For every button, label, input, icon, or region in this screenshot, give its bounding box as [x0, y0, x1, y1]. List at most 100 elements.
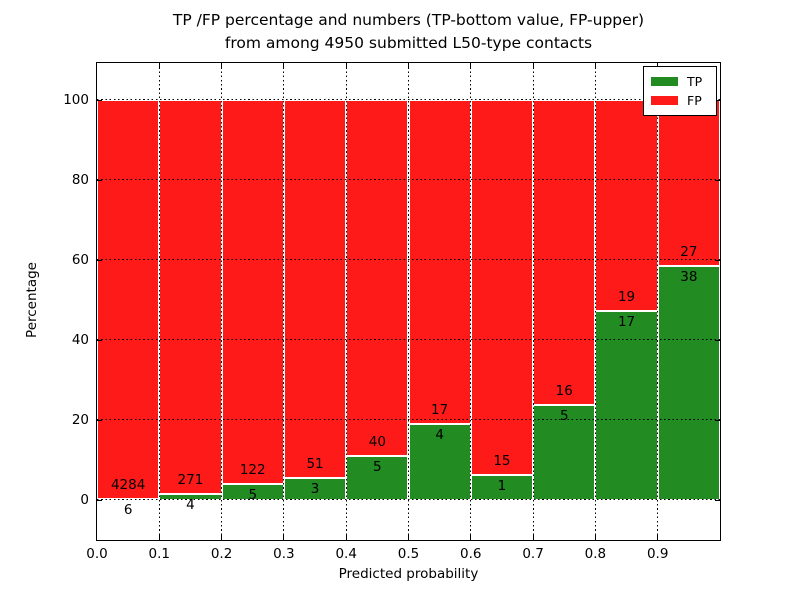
tp-count-label: 5: [248, 487, 258, 504]
fp-count-label: 27: [680, 244, 698, 261]
tp-count-label: 6: [123, 502, 133, 519]
x-tick-label: 0.9: [646, 546, 669, 562]
bar-group: [533, 63, 596, 540]
fp-bar-segment: [283, 100, 347, 478]
tp-count-label: 3: [310, 480, 320, 497]
tick-mark: [221, 63, 223, 68]
tick-mark: [97, 99, 102, 101]
tp-count-label: 4: [435, 426, 444, 443]
tick-mark: [97, 339, 102, 341]
tp-count-label: 5: [559, 407, 569, 424]
tp-count-label: 38: [680, 269, 698, 286]
fp-bar-segment: [408, 100, 471, 424]
legend: TP FP: [643, 66, 717, 116]
bar-group: [595, 63, 658, 540]
tick-mark: [715, 179, 720, 181]
tick-mark: [594, 535, 596, 540]
tp-bar-segment: [533, 404, 596, 500]
chart-title-line1: TP /FP percentage and numbers (TP-bottom…: [172, 11, 645, 29]
x-axis-label: Predicted probability: [338, 566, 479, 582]
vertical-gridline: [283, 63, 285, 540]
tick-mark: [345, 535, 347, 540]
vertical-gridline: [158, 63, 160, 540]
tick-mark: [408, 63, 409, 68]
tick-mark: [408, 535, 409, 540]
tp-bar-segment: [657, 266, 720, 500]
horizontal-gridline: [97, 99, 720, 100]
fp-bar-segment: [221, 100, 284, 485]
tick-mark: [470, 63, 472, 68]
tick-mark: [715, 99, 720, 101]
bar-group: [159, 63, 222, 540]
fp-bar-segment: [470, 100, 534, 475]
vertical-gridline: [594, 63, 596, 540]
count-labels-layer: 4284 6 271 4 122 5 51 3 40 5 17 4 15 1 16 5 19 17 27 38: [97, 63, 720, 540]
tp-count-label: 5: [373, 458, 382, 475]
tp-count-label: 1: [497, 478, 507, 494]
vertical-gridline: [532, 63, 534, 540]
fp-count-label: 122: [239, 462, 266, 479]
tick-mark: [158, 535, 160, 540]
y-tick-label: 40: [71, 332, 89, 348]
legend-label: TP: [687, 74, 703, 89]
legend-item-fp: FP: [651, 91, 710, 110]
fp-bar-segment: [595, 100, 658, 312]
tick-mark: [158, 63, 160, 68]
tick-mark: [532, 535, 534, 540]
y-tick-label: 80: [71, 172, 89, 188]
bar-group: [221, 63, 284, 540]
bars-layer: [97, 63, 720, 540]
tick-mark: [657, 535, 659, 540]
fp-count-label: 19: [617, 289, 636, 306]
bar-group: [97, 63, 160, 540]
x-tick-label: 0.1: [148, 546, 171, 562]
tp-bar-segment: [595, 311, 658, 500]
legend-swatch-fp: [651, 96, 678, 105]
x-tick-label: 0.5: [397, 546, 420, 562]
fp-bar-segment: [346, 100, 409, 456]
x-tick-label: 0.8: [584, 546, 607, 562]
tp-bar-segment: [408, 423, 471, 500]
tick-mark: [594, 63, 596, 68]
fp-count-label: 17: [431, 401, 449, 418]
x-tick-label: 0.3: [273, 546, 295, 562]
tick-mark: [345, 63, 347, 68]
y-tick-label: 100: [63, 92, 89, 108]
x-tick-label: 0.2: [210, 546, 233, 562]
vertical-gridline: [408, 63, 409, 540]
horizontal-gridline: [97, 419, 720, 420]
fp-bar-segment: [533, 100, 596, 405]
tick-mark: [715, 419, 720, 421]
tick-mark: [97, 499, 102, 501]
chart-title-line2: from among 4950 submitted L50-type conta…: [224, 34, 593, 52]
x-tick-label: 0.6: [460, 546, 482, 562]
horizontal-gridline: [97, 179, 720, 180]
tick-mark: [657, 63, 659, 68]
horizontal-gridline: [97, 339, 720, 340]
fp-bar-segment: [657, 100, 720, 267]
tick-mark: [97, 179, 102, 181]
legend-label: FP: [687, 93, 702, 108]
y-tick-label: 20: [71, 412, 89, 428]
bar-group: [408, 63, 471, 540]
tick-mark: [715, 259, 720, 261]
fp-count-label: 271: [177, 472, 204, 489]
legend-item-tp: TP: [651, 72, 710, 91]
vertical-gridline: [221, 63, 223, 540]
tick-mark: [470, 535, 472, 540]
fp-count-label: 16: [555, 382, 573, 399]
fp-count-label: 40: [368, 433, 386, 450]
tick-mark: [221, 535, 223, 540]
fp-bar-segment: [97, 100, 160, 500]
fp-count-label: 15: [493, 453, 511, 469]
horizontal-gridline: [97, 499, 720, 500]
tick-mark: [97, 419, 102, 421]
legend-swatch-tp: [651, 77, 678, 86]
bar-group: [346, 63, 409, 540]
chart-title: TP /FP percentage and numbers (TP-bottom…: [97, 9, 720, 55]
x-tick-label: 0.0: [86, 546, 108, 562]
y-tick-label: 0: [80, 492, 89, 508]
y-tick-label: 60: [71, 252, 89, 268]
tick-mark: [532, 63, 534, 68]
